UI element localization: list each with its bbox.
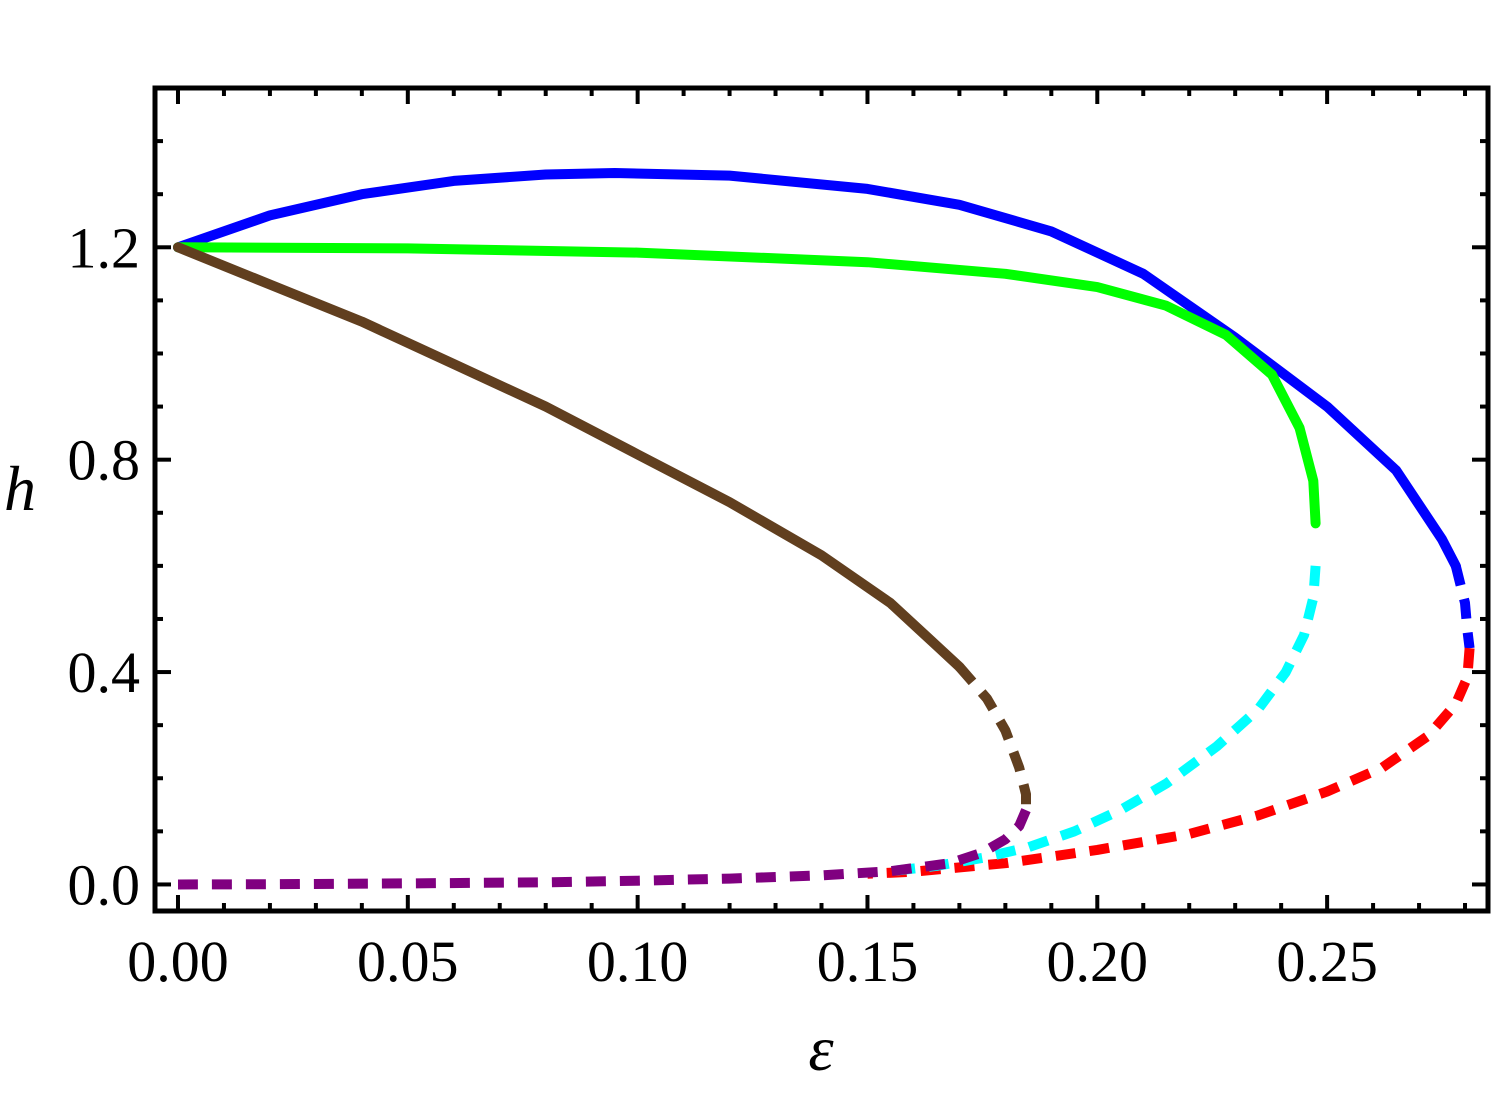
series-line-7-dashed xyxy=(955,663,1031,811)
series-line-2-dashed xyxy=(1450,564,1475,649)
x-axis-label: ε xyxy=(808,1013,834,1084)
series-line-5-dashed xyxy=(889,565,1321,877)
series-line-3-dashed xyxy=(867,647,1475,879)
series-line-1-solid xyxy=(173,168,1461,571)
tick-label-layer: 0.00 0.05 0.10 0.15 0.20 0.25 0.0 0.4 0.8 1.2 xyxy=(68,215,1378,994)
y-tick-label: 0.0 xyxy=(68,852,141,917)
x-tick-label: 0.15 xyxy=(817,929,919,994)
series-line-8-dashed xyxy=(177,808,1031,890)
series-line-6-solid xyxy=(173,242,965,672)
series-layer xyxy=(173,168,1475,890)
y-axis-label: h xyxy=(4,453,36,524)
plot-frame xyxy=(152,85,1491,914)
y-tick-label: 0.8 xyxy=(68,428,141,493)
y-tick-label: 1.2 xyxy=(68,215,141,280)
x-tick-label: 0.10 xyxy=(587,929,689,994)
tick-layer xyxy=(155,88,1488,911)
x-tick-label: 0.20 xyxy=(1047,929,1149,994)
x-tick-label: 0.00 xyxy=(127,929,229,994)
x-tick-label: 0.05 xyxy=(357,929,459,994)
y-tick-label: 0.4 xyxy=(68,640,141,705)
x-tick-label: 0.25 xyxy=(1276,929,1378,994)
series-line-4-solid xyxy=(173,242,1321,529)
